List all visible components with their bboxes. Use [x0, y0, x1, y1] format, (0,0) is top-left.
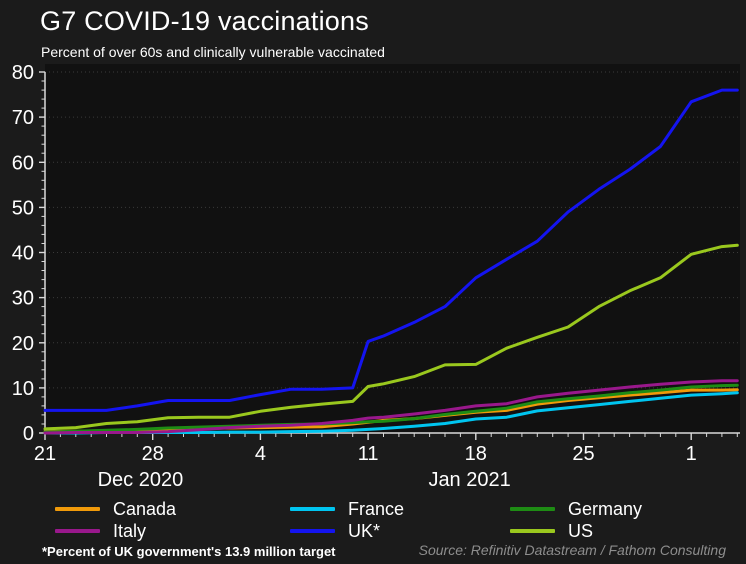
legend-item-us: US: [510, 521, 715, 541]
x-axis-label-21: 21: [34, 443, 56, 465]
legend-label-us: US: [568, 521, 594, 541]
y-axis-label-10: 10: [12, 378, 34, 400]
x-axis-label-4: 4: [255, 443, 266, 465]
legend: Canada France Germany Italy UK* US: [55, 499, 715, 541]
legend-swatch-germany: [510, 507, 555, 511]
x-axis-label-28: 28: [142, 443, 164, 465]
x-axis-label-11: 11: [358, 443, 379, 465]
legend-item-france: France: [290, 499, 510, 519]
chart-title: G7 COVID-19 vaccinations: [40, 6, 369, 36]
series-line-us: [43, 243, 739, 431]
series-line-germany: [43, 383, 739, 434]
legend-swatch-us: [510, 529, 555, 533]
series-line-italy: [43, 379, 739, 435]
legend-swatch-italy: [55, 529, 100, 533]
legend-item-italy: Italy: [55, 521, 290, 541]
legend-label-germany: Germany: [568, 499, 643, 519]
y-axis-label-40: 40: [12, 243, 34, 265]
legend-label-canada: Canada: [113, 499, 177, 519]
y-axis-label-30: 30: [12, 288, 34, 310]
series-line-uk: [43, 88, 739, 412]
y-axis-label-80: 80: [12, 62, 34, 84]
legend-swatch-uk: [290, 529, 335, 533]
month-label-dec2020: Dec 2020: [98, 469, 184, 491]
legend-item-uk: UK*: [290, 521, 510, 541]
legend-label-france: France: [348, 499, 405, 519]
legend-label-uk: UK*: [348, 521, 381, 541]
y-axis-label-20: 20: [12, 333, 34, 355]
y-axis-label-70: 70: [12, 107, 34, 129]
source-attribution: Source: Refinitiv Datastream / Fathom Co…: [418, 542, 726, 558]
chart-footnote: *Percent of UK government's 13.9 million…: [42, 544, 336, 559]
legend-item-germany: Germany: [510, 499, 715, 519]
legend-label-italy: Italy: [113, 521, 147, 541]
plot-area: [45, 64, 740, 433]
month-label-jan2021: Jan 2021: [428, 469, 510, 491]
chart-svg: 0 10 20 30 40 50 60 70 80 21 28 4 11 18 25 1 Dec 2020 Jan…: [12, 62, 740, 491]
legend-swatch-canada: [55, 507, 100, 511]
y-axis-label-50: 50: [12, 197, 34, 219]
y-axis-label-0: 0: [23, 423, 34, 445]
chart-subtitle: Percent of over 60s and clinically vulne…: [41, 44, 385, 60]
legend-swatch-france: [290, 507, 335, 511]
legend-item-canada: Canada: [55, 499, 290, 519]
x-axis-label-1: 1: [686, 443, 697, 465]
x-axis-label-18: 18: [465, 443, 487, 465]
y-axis-label-60: 60: [12, 152, 34, 174]
x-axis-label-25: 25: [572, 443, 594, 465]
